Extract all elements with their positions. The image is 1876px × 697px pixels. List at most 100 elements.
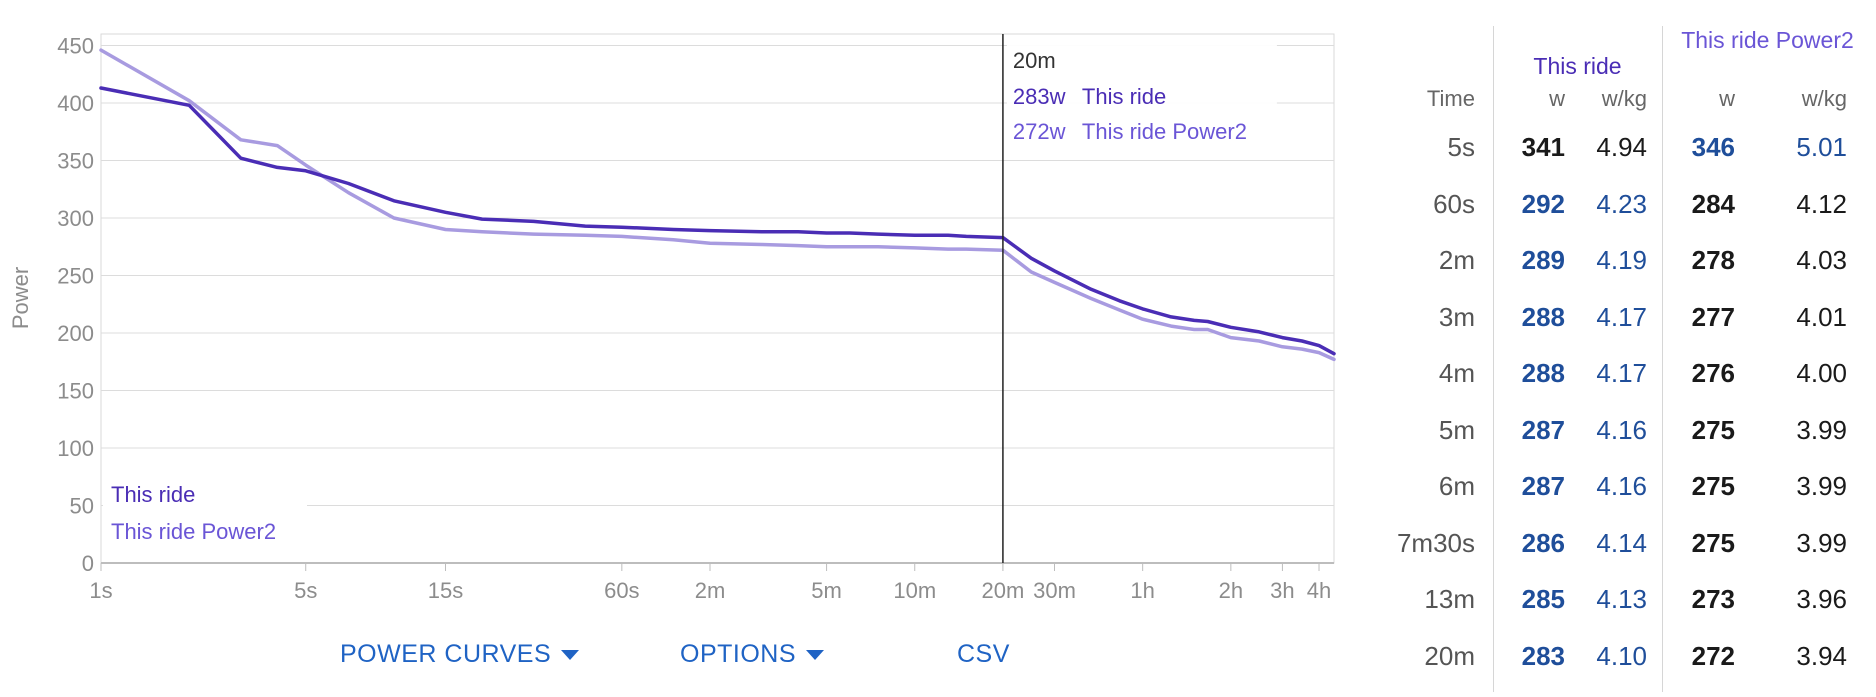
hover-tooltip-background	[1006, 38, 1277, 148]
y-tick-label: 200	[57, 321, 94, 346]
power-cell: 276	[1691, 358, 1735, 388]
column-divider	[1493, 26, 1494, 692]
csv-label: CSV	[957, 640, 1010, 668]
table-row: 13m 285 4.13 273 3.96	[1385, 584, 1876, 640]
hover-value: 272w	[1013, 119, 1066, 144]
time-cell: 3m	[1438, 301, 1475, 332]
x-tick-label: 2h	[1219, 578, 1243, 603]
table-row: 20m 283 4.10 272 3.94	[1385, 641, 1876, 697]
table-row: 2m 289 4.19 278 4.03	[1385, 245, 1876, 301]
options-button[interactable]: OPTIONS	[680, 640, 825, 669]
wkg-cell: 3.96	[1796, 584, 1847, 614]
x-tick-label: 15s	[428, 578, 463, 603]
y-tick-label: 50	[70, 494, 94, 519]
chart-series	[99, 48, 1336, 362]
wkg-cell: 3.99	[1796, 414, 1847, 445]
wkg-column-header: w/kg	[1601, 86, 1647, 111]
chart-toolbar: POWER CURVES OPTIONS CSV	[0, 640, 1340, 680]
x-tick-label: 30m	[1033, 578, 1076, 603]
y-tick-label: 300	[57, 206, 94, 231]
hover-series-name: This ride	[1082, 84, 1166, 109]
time-cell: 20m	[1424, 640, 1475, 671]
y-tick-label: 100	[57, 436, 94, 461]
csv-button[interactable]: CSV	[957, 640, 1010, 669]
series1-header: This ride	[1533, 53, 1622, 79]
time-cell: 5m	[1438, 414, 1475, 445]
y-tick-label: 450	[57, 34, 94, 59]
time-cell: 4m	[1438, 358, 1475, 388]
wkg-cell: 4.12	[1796, 188, 1847, 219]
y-tick-label: 400	[57, 91, 94, 116]
x-tick-label: 10m	[893, 578, 936, 603]
power-cell: 275	[1691, 471, 1735, 501]
wkg-cell: 4.14	[1596, 527, 1647, 558]
y-tick-label: 150	[57, 379, 94, 404]
legend-item: This ride Power2	[111, 519, 276, 544]
wkg-cell: 4.13	[1596, 584, 1647, 614]
y-axis-ticks: 0 50 100 150 200 250 300 350 400 450	[57, 34, 94, 577]
table-row: 60s 292 4.23 284 4.12	[1385, 189, 1876, 245]
table-row: 7m30s 286 4.14 275 3.99	[1385, 528, 1876, 584]
power-table: This ride This ride Power2 Time w w/kg w…	[1385, 20, 1876, 692]
column-divider	[1662, 26, 1663, 692]
power-cell: 272	[1691, 640, 1735, 671]
chevron-down-icon	[561, 649, 580, 660]
wkg-cell: 4.16	[1596, 414, 1647, 445]
x-tick-label: 4h	[1307, 578, 1331, 603]
power-curve-chart[interactable]: 0 50 100 150 200 250 300 350 400 450 1s 5s 15s 60s 2m…	[0, 0, 1376, 620]
wkg-cell: 4.23	[1596, 188, 1647, 219]
table-row: 3m 288 4.17 277 4.01	[1385, 302, 1876, 358]
y-tick-label: 350	[57, 149, 94, 174]
wkg-cell: 4.17	[1596, 358, 1647, 388]
chevron-down-icon	[806, 649, 825, 660]
time-cell: 13m	[1424, 584, 1475, 614]
x-tick-label: 1s	[89, 578, 112, 603]
power-cell: 341	[1521, 132, 1565, 162]
y-tick-label: 250	[57, 264, 94, 289]
series-line	[99, 48, 1336, 362]
y-axis-title: Power	[8, 267, 33, 329]
legend-background	[103, 480, 307, 556]
power-cell: 278	[1691, 245, 1735, 275]
power-cell: 288	[1521, 358, 1565, 388]
power-cell: 273	[1691, 584, 1735, 614]
x-axis-ticks: 1s 5s 15s 60s 2m 5m 10m 20m 30m 1h 2h 3h 4h	[89, 578, 1331, 603]
w-column-header: w	[1719, 86, 1735, 111]
legend-item: This ride	[111, 482, 195, 507]
x-tick-label: 2m	[695, 578, 726, 603]
wkg-cell: 4.10	[1596, 640, 1647, 671]
wkg-cell: 4.19	[1596, 245, 1647, 275]
power-cell: 285	[1521, 584, 1565, 614]
y-tick-label: 0	[82, 551, 94, 576]
time-column-header: Time	[1426, 86, 1475, 111]
x-tick-label: 5m	[811, 578, 842, 603]
power-cell: 277	[1691, 301, 1735, 332]
table-row: 5m 287 4.16 275 3.99	[1385, 415, 1876, 471]
power-cell: 292	[1521, 188, 1565, 219]
hover-time-label: 20m	[1013, 48, 1056, 73]
hover-series-name: This ride Power2	[1082, 119, 1247, 144]
w-column-header: w	[1549, 86, 1565, 111]
power-curves-button[interactable]: POWER CURVES	[340, 640, 580, 669]
wkg-cell: 3.99	[1796, 527, 1847, 558]
x-tick-label: 60s	[604, 578, 639, 603]
time-cell: 60s	[1433, 188, 1475, 219]
power-cell: 284	[1691, 188, 1735, 219]
wkg-cell: 4.01	[1796, 301, 1847, 332]
power-cell: 286	[1521, 527, 1565, 558]
power-cell: 289	[1521, 245, 1565, 275]
x-tick-label: 1h	[1130, 578, 1154, 603]
power-curves-label: POWER CURVES	[340, 640, 552, 668]
series2-header: This ride Power2	[1681, 27, 1854, 53]
power-cell: 288	[1521, 301, 1565, 332]
wkg-cell: 4.00	[1796, 358, 1847, 388]
x-tick-label: 5s	[294, 578, 317, 603]
table-row: 6m 287 4.16 275 3.99	[1385, 471, 1876, 527]
options-label: OPTIONS	[680, 640, 797, 668]
wkg-cell: 3.94	[1796, 640, 1847, 671]
wkg-cell: 5.01	[1796, 132, 1847, 162]
power-cell: 283	[1521, 640, 1565, 671]
chart-legend: This ride This ride Power2	[103, 480, 307, 556]
wkg-column-header: w/kg	[1801, 86, 1847, 111]
wkg-cell: 4.94	[1596, 132, 1647, 162]
